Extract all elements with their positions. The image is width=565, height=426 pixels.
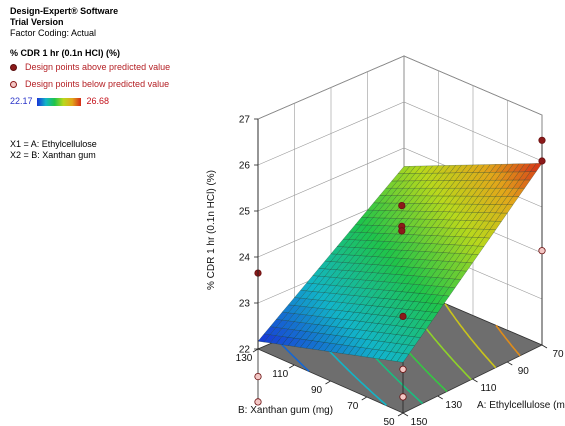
- design-point-below: [399, 365, 407, 373]
- factor-x2: X2 = B: Xanthan gum: [10, 150, 96, 160]
- design-point-below: [399, 393, 407, 401]
- a-tick: [507, 361, 513, 366]
- wall-gridline: [257, 101, 543, 166]
- factor-x1: X1 = A: Ethylcellulose: [10, 139, 97, 149]
- surface-cell: [530, 163, 543, 172]
- version-label: Trial Version: [10, 17, 64, 27]
- z-tick-label: 24: [239, 253, 251, 264]
- a-tick: [541, 344, 548, 349]
- floor-contour: [277, 339, 310, 372]
- b-tick-label: 70: [347, 401, 359, 412]
- scale-min: 22.17: [10, 96, 33, 106]
- a-tick: [472, 378, 478, 383]
- software-name: Design-Expert® Software: [10, 6, 119, 16]
- a-tick-label: 90: [518, 366, 530, 377]
- z-tick-label: 27: [239, 115, 251, 126]
- floor-contour: [444, 303, 497, 369]
- b-tick: [289, 364, 295, 369]
- b-tick: [252, 348, 259, 353]
- factor-coding-label: Factor Coding: Actual: [10, 28, 97, 38]
- a-axis-title: A: Ethylcellulose (mg): [477, 400, 565, 411]
- z-tick-label: 25: [239, 207, 251, 218]
- below-point-icon: [10, 81, 17, 88]
- a-tick-label: 70: [552, 349, 564, 360]
- a-tick: [402, 412, 409, 417]
- b-tick-label: 50: [383, 417, 395, 426]
- z-tick-label: 26: [239, 161, 251, 172]
- legend-below-label: Design points below predicted value: [25, 79, 170, 89]
- b-tick-label: 110: [272, 369, 288, 380]
- a-tick-label: 150: [411, 417, 428, 426]
- legend-above: Design points above predicted value: [10, 62, 170, 73]
- design-point-above: [398, 227, 406, 235]
- b-tick: [397, 412, 404, 417]
- z-tick-label: 22: [239, 345, 251, 356]
- chart-legend: Design-Expert® Software Trial Version Fa…: [10, 6, 170, 161]
- response-title: % CDR 1 hr (0.1n HCl) (%): [10, 48, 121, 58]
- legend-below: Design points below predicted value: [10, 79, 170, 90]
- design-point-above: [538, 157, 546, 165]
- color-scale: 22.17 26.68: [10, 96, 170, 107]
- floor-contour: [495, 324, 521, 357]
- z-axis-title: % CDR 1 hr (0.1n HCl) (%): [206, 170, 217, 290]
- color-scale-bar: [36, 97, 81, 106]
- z-tick-label: 23: [239, 299, 251, 310]
- wall-gridline: [257, 55, 543, 120]
- design-point-above: [399, 312, 407, 320]
- design-point-below: [254, 398, 262, 406]
- design-point-above: [538, 136, 546, 144]
- b-tick: [361, 396, 367, 401]
- design-point-below: [538, 247, 546, 255]
- above-point-icon: [10, 64, 17, 71]
- a-tick-label: 110: [481, 383, 497, 394]
- design-point-above: [398, 202, 406, 210]
- a-tick-label: 130: [445, 400, 462, 411]
- b-tick-label: 90: [311, 385, 323, 396]
- legend-above-label: Design points above predicted value: [25, 62, 171, 72]
- scale-max: 26.68: [86, 96, 110, 106]
- b-axis-title: B: Xanthan gum (mg): [238, 405, 333, 416]
- b-tick: [325, 380, 331, 385]
- b-tick-label: 130: [236, 353, 253, 364]
- design-point-below: [254, 372, 262, 381]
- a-tick: [437, 395, 443, 400]
